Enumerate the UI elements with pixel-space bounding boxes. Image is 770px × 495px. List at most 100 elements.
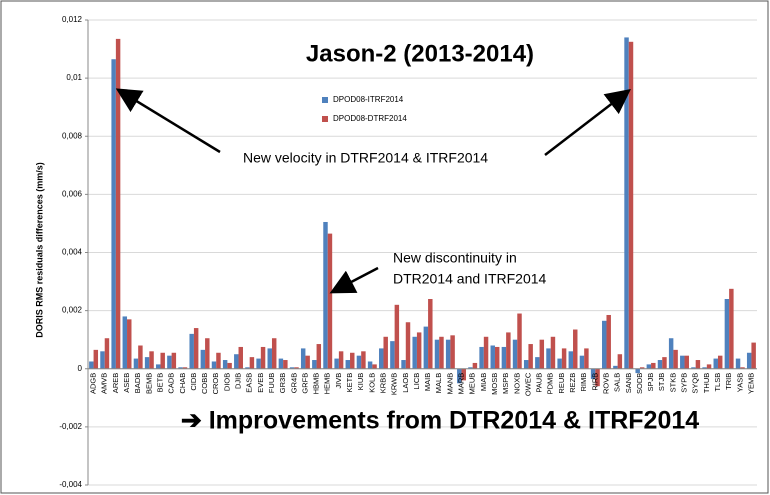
x-tick-label: CADB xyxy=(167,373,176,394)
bar xyxy=(657,360,663,369)
bar xyxy=(550,336,556,369)
bar xyxy=(573,329,578,369)
legend-swatch xyxy=(322,97,328,103)
x-tick-label: MALB xyxy=(434,373,443,393)
x-tick-label: THUB xyxy=(702,373,711,393)
x-tick-label: EVEB xyxy=(256,373,265,393)
bar xyxy=(222,360,228,369)
bar xyxy=(646,364,652,369)
bar xyxy=(606,314,611,369)
x-tick-label: ROVB xyxy=(601,373,610,394)
x-tick-label: DIOB xyxy=(222,373,231,391)
bar xyxy=(506,332,511,369)
x-tick-label: TRIB xyxy=(724,373,733,390)
y-tick-label: 0,004 xyxy=(62,248,83,257)
bar xyxy=(267,348,272,369)
x-tick-label: MIAB xyxy=(479,373,488,391)
x-tick-label: CIDB xyxy=(189,373,198,391)
bar xyxy=(345,360,351,369)
bar xyxy=(171,352,177,369)
x-tick-label: REUB xyxy=(557,373,566,394)
x-tick-label: SODB xyxy=(635,373,644,394)
x-tick-label: ADGB xyxy=(89,373,98,394)
arrow xyxy=(329,266,379,294)
bar xyxy=(595,368,600,387)
bar xyxy=(479,346,484,369)
bar xyxy=(93,349,99,369)
bar xyxy=(405,322,411,369)
x-tick-label: MAIB xyxy=(423,373,432,391)
bar xyxy=(494,346,500,369)
x-tick-label: SYQB xyxy=(691,373,700,394)
legend-label: DPOD08-DTRF2014 xyxy=(333,114,407,123)
bar xyxy=(439,336,444,369)
bar xyxy=(423,326,429,369)
x-tick-label: KIUB xyxy=(356,373,365,391)
bar xyxy=(401,360,406,369)
bar xyxy=(434,339,440,369)
x-tick-label: KRWB xyxy=(390,373,399,395)
bar xyxy=(668,338,674,369)
bar xyxy=(111,59,116,369)
bar xyxy=(394,304,400,369)
bar xyxy=(361,351,366,369)
bar xyxy=(144,357,150,369)
bar xyxy=(138,345,143,369)
x-tick-label: YASB xyxy=(735,373,744,392)
bar xyxy=(89,361,94,369)
bar xyxy=(182,367,188,369)
x-tick-label: LICB xyxy=(412,373,421,390)
chart-title: Jason-2 (2013-2014) xyxy=(306,40,534,67)
x-tick-label: AREB xyxy=(111,373,120,393)
bar xyxy=(160,352,165,369)
x-tick-label: GR3B xyxy=(278,373,287,393)
x-tick-label: SALB xyxy=(613,373,622,392)
bar xyxy=(468,367,473,369)
x-tick-label: TLSB xyxy=(713,373,722,392)
x-tick-label: CROB xyxy=(211,373,220,395)
bar xyxy=(367,361,373,369)
y-tick-label: 0,012 xyxy=(62,15,83,24)
bar xyxy=(428,299,433,369)
bar xyxy=(390,341,395,369)
bar xyxy=(561,348,567,369)
bar xyxy=(167,355,172,369)
x-tick-label: CHAB xyxy=(178,373,187,394)
bar xyxy=(628,41,634,369)
bar xyxy=(729,288,734,369)
x-tick-label: FUUB xyxy=(267,373,276,393)
bar xyxy=(483,336,489,369)
bar xyxy=(305,355,310,369)
y-tick-label: 0,006 xyxy=(62,189,83,198)
bar xyxy=(271,338,277,369)
bar xyxy=(312,360,317,369)
y-tick-label: -0,002 xyxy=(59,422,82,431)
x-tick-label: SANB xyxy=(624,373,633,393)
y-tick-label: 0 xyxy=(78,364,83,373)
bar xyxy=(461,368,466,381)
footer-text: ➔ Improvements from DTR2014 & ITRF2014 xyxy=(181,407,699,435)
x-tick-label: MSPB xyxy=(501,373,510,394)
x-tick-label: MEUB xyxy=(468,373,477,395)
x-tick-label: HEMB xyxy=(323,373,332,395)
arrow xyxy=(115,88,221,154)
bar xyxy=(283,360,288,369)
bar xyxy=(740,367,745,369)
bar xyxy=(706,364,712,369)
x-tick-label: YEMB xyxy=(746,373,755,394)
bar xyxy=(557,358,562,369)
annotation: DTR2014 and ITRF2014 xyxy=(393,271,547,287)
bar xyxy=(584,348,589,369)
bar xyxy=(260,346,266,369)
bar xyxy=(156,364,161,369)
legend-label: DPOD08-ITRF2014 xyxy=(333,95,404,104)
x-tick-label: EASB xyxy=(245,373,254,393)
bar xyxy=(673,349,678,369)
bar xyxy=(211,361,217,369)
bar xyxy=(651,362,656,369)
bar xyxy=(617,354,623,369)
bar xyxy=(735,358,741,369)
bar xyxy=(590,368,596,379)
x-tick-label: MOSB xyxy=(490,373,499,395)
bar xyxy=(178,367,183,369)
